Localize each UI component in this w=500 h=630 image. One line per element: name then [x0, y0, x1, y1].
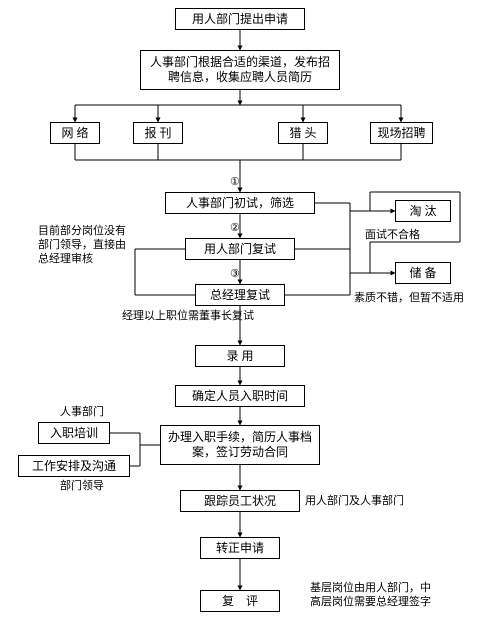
node-text: 工作安排及沟通 — [32, 459, 116, 474]
node-text: 确定人员入职时间 — [192, 389, 288, 404]
node-n_train: 入职培训 — [38, 422, 110, 444]
flowchart-canvas: 用人部门提出申请人事部门根据合适的渠道，发布招聘信息，收集应聘人员简历网 络 报 … — [0, 0, 500, 630]
node-text: 办理入职手续，简历人事档案，签订劳动合同 — [165, 430, 315, 460]
node-text: 总经理复试 — [210, 288, 270, 303]
label-l_review: 基层岗位由用人部门，中 高层岗位需要总经理签字 — [310, 582, 431, 610]
node-text: 淘 汰 — [409, 204, 436, 219]
label-l_1: ① — [230, 176, 240, 190]
node-n_site: 现场招聘 — [370, 122, 433, 144]
node-n_gm_re: 总经理复试 — [195, 284, 285, 306]
node-n_time: 确定人员入职时间 — [175, 385, 305, 407]
node-text: 人事部门初试，筛选 — [186, 196, 294, 211]
label-l_elim: 面试不合格 — [365, 229, 420, 243]
node-n_reserve: 储 备 — [395, 262, 451, 284]
node-text: 转正申请 — [216, 541, 264, 556]
node-n_corr: 转正申请 — [200, 537, 280, 559]
node-text: 现场招聘 — [377, 126, 425, 141]
node-text: 人事部门根据合适的渠道，发布招聘信息，收集应聘人员简历 — [145, 55, 335, 85]
node-n_work: 工作安排及沟通 — [18, 455, 130, 477]
node-n_net: 网 络 — [50, 122, 100, 144]
label-l_reserve: 素质不错，但暂不适用 — [354, 292, 464, 306]
node-n_apply: 用人部门提出申请 — [175, 8, 305, 30]
label-l_3: ③ — [230, 268, 240, 282]
node-text: 用人部门提出申请 — [192, 12, 288, 27]
node-n_elim: 淘 汰 — [395, 200, 451, 222]
node-text: 猎 头 — [289, 126, 316, 141]
node-n_track: 跟踪员工状况 — [180, 490, 300, 512]
label-l_2: ② — [230, 222, 240, 236]
node-text: 复 评 — [222, 594, 258, 609]
node-n_hr_filter: 人事部门初试，筛选 — [165, 192, 315, 214]
node-n_hunt: 猎 头 — [278, 122, 328, 144]
node-n_hire: 录 用 — [195, 345, 285, 367]
node-text: 报 刊 — [144, 126, 171, 141]
node-text: 用人部门复试 — [204, 242, 276, 257]
node-text: 网 络 — [61, 126, 88, 141]
node-n_review: 复 评 — [200, 590, 280, 612]
node-text: 入职培训 — [50, 426, 98, 441]
node-n_dept_re: 用人部门复试 — [185, 238, 295, 260]
node-n_hr_publish: 人事部门根据合适的渠道，发布招聘信息，收集应聘人员简历 — [140, 50, 340, 90]
node-text: 储 备 — [409, 266, 436, 281]
node-text: 跟踪员工状况 — [204, 494, 276, 509]
label-l_track: 用人部门及人事部门 — [305, 495, 404, 509]
node-n_news: 报 刊 — [133, 122, 183, 144]
node-n_onboard: 办理入职手续，简历人事档案，签订劳动合同 — [160, 425, 320, 465]
label-l_left1: 目前部分岗位没有 部门领导，直接由 总经理审核 — [38, 225, 126, 266]
node-text: 录 用 — [226, 349, 253, 364]
label-l_lead: 部门领导 — [60, 480, 104, 494]
label-l_board: 经理以上职位需董事长复试 — [122, 310, 254, 324]
label-l_hr: 人事部门 — [60, 406, 104, 420]
